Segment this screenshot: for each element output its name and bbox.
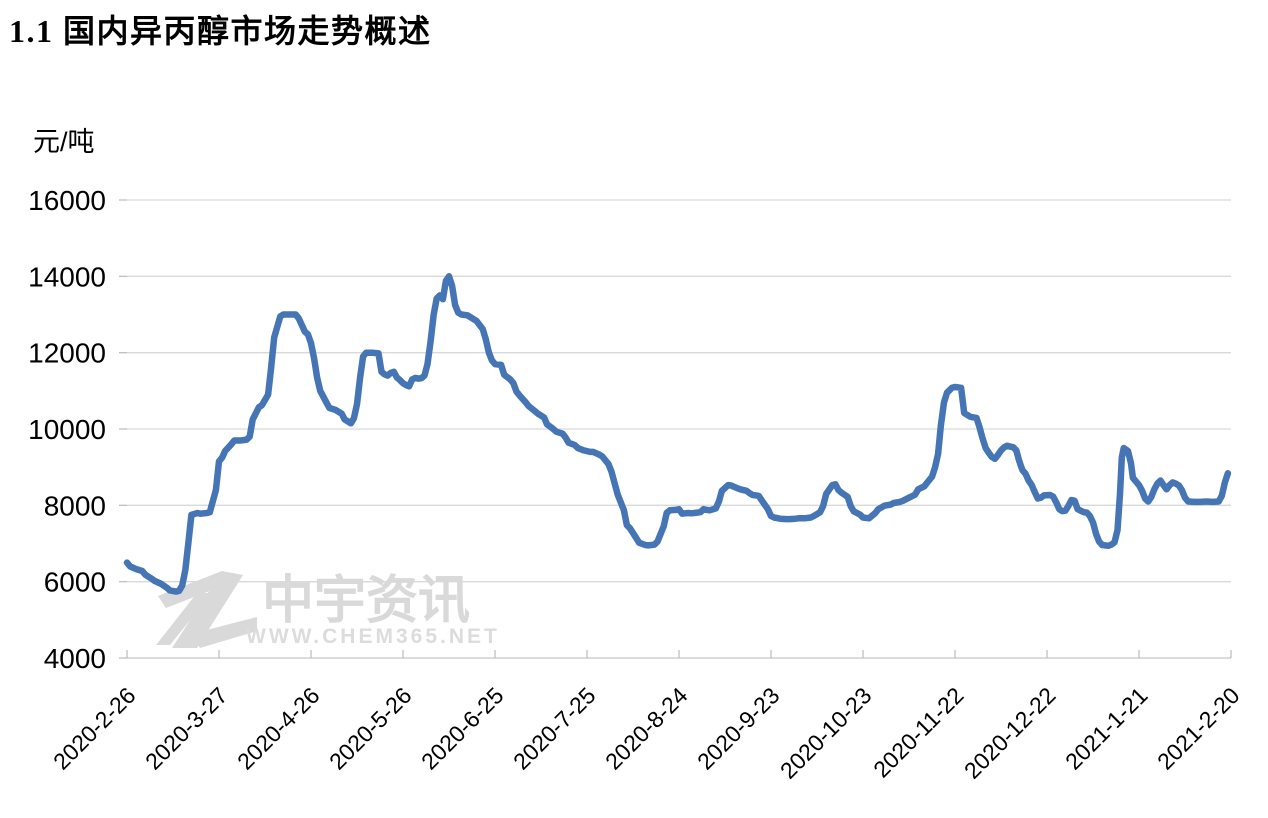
x-tick-label: 2021-2-20 bbox=[1152, 682, 1245, 775]
x-tick-label: 2021-1-21 bbox=[1060, 682, 1153, 775]
y-axis-unit-label: 元/吨 bbox=[33, 127, 95, 157]
price-line-series bbox=[123, 273, 1232, 595]
x-tick-label: 2020-7-25 bbox=[508, 682, 601, 775]
y-tick-label: 8000 bbox=[44, 490, 106, 521]
page-title: 1.1 国内异丙醇市场走势概述 bbox=[9, 13, 432, 49]
x-tick-label: 2020-2-26 bbox=[48, 682, 141, 775]
zhongyu-logo-icon bbox=[156, 571, 257, 648]
axes: 4000 6000 8000 10000 12000 14000 16000 2020-2-2… bbox=[28, 185, 1244, 784]
x-tick-label: 2020-6-25 bbox=[416, 682, 509, 775]
x-tick-label: 2020-4-26 bbox=[232, 682, 325, 775]
y-tick-label: 16000 bbox=[28, 185, 106, 216]
y-tick-label: 4000 bbox=[44, 643, 106, 674]
y-tick-label: 6000 bbox=[44, 567, 106, 598]
x-tick-label: 2020-5-26 bbox=[324, 682, 417, 775]
watermark: 中宇资讯 WWW.CHEM365.NET bbox=[156, 571, 500, 648]
x-tick-label: 2020-11-22 bbox=[868, 682, 968, 782]
x-tick-label: 2020-12-22 bbox=[959, 682, 1061, 784]
y-tick-label: 14000 bbox=[28, 261, 106, 292]
y-tick-label: 12000 bbox=[28, 338, 106, 369]
x-tick-label: 2020-9-23 bbox=[692, 682, 785, 775]
x-tick-label: 2020-10-23 bbox=[775, 682, 877, 784]
watermark-brand-text: 中宇资讯 bbox=[262, 572, 470, 630]
watermark-url-text: WWW.CHEM365.NET bbox=[246, 625, 500, 648]
x-tick-label: 2020-3-27 bbox=[140, 682, 233, 775]
y-tick-label: 10000 bbox=[28, 414, 106, 445]
x-tick-label: 2020-8-24 bbox=[600, 682, 693, 775]
